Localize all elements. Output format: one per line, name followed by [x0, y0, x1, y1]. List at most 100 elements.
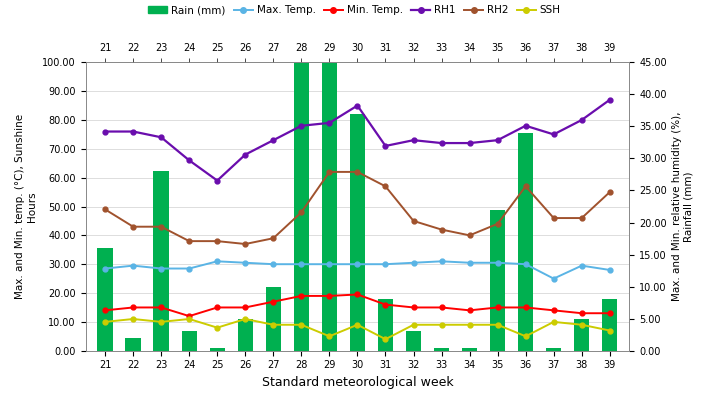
RH1 [157, 135, 165, 140]
RH2 [241, 242, 250, 246]
Min. Temp. [185, 314, 194, 318]
RH2 [157, 224, 165, 229]
SSH [213, 325, 221, 330]
Max. Temp. [381, 262, 390, 267]
Line: RH1: RH1 [103, 97, 612, 183]
Line: SSH: SSH [103, 317, 612, 342]
RH2 [213, 239, 221, 244]
Bar [266, 286, 281, 351]
Bar [434, 347, 450, 351]
Bar [518, 133, 533, 351]
RH1 [381, 143, 390, 148]
Line: Max. Temp.: Max. Temp. [103, 259, 612, 281]
Max. Temp. [605, 267, 614, 272]
Max. Temp. [325, 262, 334, 267]
SSH [269, 322, 278, 327]
RH2 [325, 170, 334, 175]
Max. Temp. [493, 260, 502, 265]
Bar [574, 319, 589, 351]
Bar [210, 347, 225, 351]
RH1 [353, 103, 362, 108]
Max. Temp. [213, 259, 221, 264]
Max. Temp. [297, 262, 306, 267]
Bar [294, 62, 309, 351]
SSH [325, 334, 334, 339]
Y-axis label: Max. and Min. relative humidity (%),
Rainfall (mm): Max. and Min. relative humidity (%), Rai… [672, 112, 694, 301]
RH1 [493, 138, 502, 143]
Bar [97, 248, 113, 351]
Min. Temp. [353, 292, 362, 297]
SSH [157, 320, 165, 324]
Max. Temp. [465, 260, 474, 265]
RH2 [269, 236, 278, 241]
RH2 [605, 189, 614, 194]
RH1 [325, 120, 334, 125]
Bar [490, 210, 506, 351]
Max. Temp. [101, 266, 109, 271]
RH1 [213, 178, 221, 183]
Min. Temp. [325, 293, 334, 298]
RH1 [185, 158, 194, 163]
RH1 [129, 129, 138, 134]
RH2 [185, 239, 194, 244]
SSH [241, 317, 250, 322]
SSH [185, 317, 194, 322]
RH1 [269, 138, 278, 143]
RH1 [437, 141, 446, 145]
RH1 [465, 141, 474, 145]
RH2 [521, 184, 530, 189]
Max. Temp. [241, 260, 250, 265]
Bar [602, 299, 618, 351]
Max. Temp. [437, 259, 446, 264]
Min. Temp. [129, 305, 138, 310]
RH2 [549, 216, 558, 221]
Max. Temp. [353, 262, 362, 267]
Min. Temp. [269, 299, 278, 304]
Max. Temp. [129, 263, 138, 268]
Max. Temp. [157, 266, 165, 271]
RH2 [129, 224, 138, 229]
Bar [322, 0, 337, 351]
Min. Temp. [605, 311, 614, 316]
RH2 [493, 221, 502, 226]
Line: RH2: RH2 [103, 169, 612, 246]
RH1 [549, 132, 558, 137]
RH2 [297, 210, 306, 215]
Bar [406, 332, 421, 351]
Bar [378, 299, 393, 351]
Min. Temp. [409, 305, 418, 310]
Bar [153, 171, 169, 351]
Min. Temp. [381, 302, 390, 307]
RH1 [521, 123, 530, 128]
Min. Temp. [437, 305, 446, 310]
Max. Temp. [185, 266, 194, 271]
RH1 [241, 152, 250, 157]
Legend: Rain (mm), Max. Temp., Min. Temp., RH1, RH2, SSH: Rain (mm), Max. Temp., Min. Temp., RH1, … [144, 1, 565, 19]
Min. Temp. [297, 293, 306, 298]
RH2 [465, 233, 474, 238]
Y-axis label: Max. and Min. temp. (°C), Sunshine
Hours: Max. and Min. temp. (°C), Sunshine Hours [15, 114, 37, 299]
SSH [409, 322, 418, 327]
X-axis label: Standard meteorological week: Standard meteorological week [262, 376, 453, 389]
Min. Temp. [465, 308, 474, 313]
Max. Temp. [577, 263, 586, 268]
SSH [549, 320, 558, 324]
Min. Temp. [157, 305, 165, 310]
Line: Min. Temp.: Min. Temp. [103, 292, 612, 318]
RH2 [101, 207, 109, 212]
Bar [546, 347, 562, 351]
Max. Temp. [409, 260, 418, 265]
RH1 [409, 138, 418, 143]
SSH [577, 322, 586, 327]
SSH [353, 322, 362, 327]
RH2 [437, 227, 446, 232]
Max. Temp. [269, 262, 278, 267]
SSH [493, 322, 502, 327]
Bar [125, 338, 141, 351]
Min. Temp. [213, 305, 221, 310]
SSH [381, 337, 390, 342]
SSH [465, 322, 474, 327]
Max. Temp. [549, 276, 558, 281]
Min. Temp. [493, 305, 502, 310]
Bar [182, 332, 197, 351]
